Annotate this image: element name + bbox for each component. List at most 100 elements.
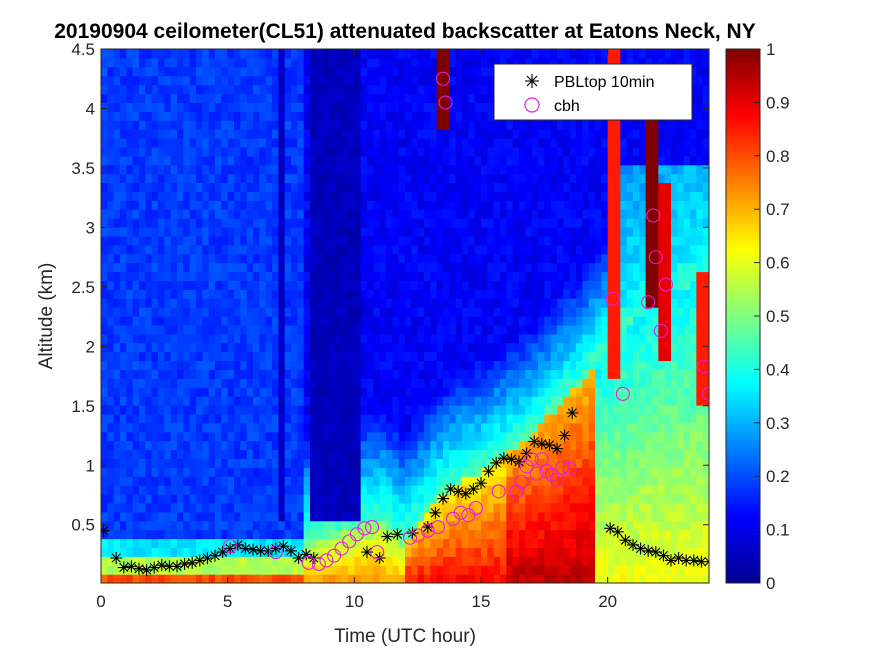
heatmap-cell xyxy=(468,57,476,68)
heatmap-cell xyxy=(126,422,134,433)
heatmap-cell xyxy=(462,431,469,442)
heatmap-cell xyxy=(367,369,374,379)
heatmap-cell xyxy=(208,467,216,477)
heatmap-cell xyxy=(525,209,533,219)
heatmap-cell xyxy=(557,387,564,397)
heatmap-cell xyxy=(221,405,229,415)
heatmap-cell xyxy=(215,164,222,175)
heatmap-cell xyxy=(392,458,400,468)
heatmap-cell xyxy=(221,138,229,148)
heatmap-cell xyxy=(538,556,545,566)
heatmap-cell xyxy=(284,360,292,370)
heatmap-cell xyxy=(588,316,596,326)
heatmap-cell xyxy=(544,298,552,308)
heatmap-cell xyxy=(348,351,355,362)
heatmap-cell xyxy=(373,440,381,451)
heatmap-cell xyxy=(221,235,229,246)
heatmap-cell xyxy=(550,57,558,68)
heatmap-cell xyxy=(164,574,172,583)
heatmap-cell xyxy=(183,102,191,112)
heatmap-cell xyxy=(354,280,362,290)
heatmap-cell xyxy=(620,369,628,379)
heatmap-cell xyxy=(139,378,146,388)
heatmap-cell xyxy=(183,351,191,362)
heatmap-cell xyxy=(525,138,533,148)
heatmap-cell xyxy=(120,209,127,219)
heatmap-cell xyxy=(101,75,108,86)
heatmap-cell xyxy=(424,369,431,379)
heatmap-cell xyxy=(417,494,425,504)
heatmap-cell xyxy=(398,111,406,121)
heatmap-cell xyxy=(360,57,368,68)
heatmap-cell xyxy=(493,227,501,237)
heatmap-cell xyxy=(557,244,564,255)
heatmap-cell xyxy=(626,458,634,468)
heatmap-cell xyxy=(601,574,609,583)
heatmap-cell xyxy=(493,547,501,557)
heatmap-cell xyxy=(614,574,621,583)
heatmap-cell xyxy=(525,262,533,273)
heatmap-cell xyxy=(538,502,545,513)
heatmap-cell xyxy=(310,431,317,442)
heatmap-cell xyxy=(462,574,469,583)
heatmap-cell xyxy=(569,316,577,326)
heatmap-cell xyxy=(398,351,406,362)
heatmap-cell xyxy=(158,271,165,281)
heatmap-cell xyxy=(329,565,336,575)
heatmap-cell xyxy=(158,502,165,513)
heatmap-cell xyxy=(386,102,393,112)
heatmap-cell xyxy=(430,485,438,495)
heatmap-cell xyxy=(405,111,412,121)
heatmap-cell xyxy=(576,280,583,290)
heatmap-cell xyxy=(101,351,108,362)
heatmap-cell xyxy=(202,485,210,495)
heatmap-cell xyxy=(588,476,596,486)
heatmap-cell xyxy=(386,280,393,290)
heatmap-cell xyxy=(392,244,400,255)
heatmap-cell xyxy=(500,271,507,281)
heatmap-cell xyxy=(550,538,558,548)
heatmap-cell xyxy=(196,547,203,557)
heatmap-cell xyxy=(329,75,336,86)
heatmap-cell xyxy=(481,556,488,566)
heatmap-cell xyxy=(563,333,571,344)
heatmap-cell xyxy=(531,227,539,237)
heatmap-cell xyxy=(512,235,520,246)
heatmap-cell xyxy=(120,387,127,397)
heatmap-cell xyxy=(582,378,590,388)
heatmap-cell xyxy=(145,431,153,442)
heatmap-cell xyxy=(107,93,115,103)
heatmap-cell xyxy=(221,333,229,344)
heatmap-cell xyxy=(139,244,146,255)
heatmap-cell xyxy=(208,333,216,344)
heatmap-cell xyxy=(462,271,469,281)
heatmap-cell xyxy=(550,431,558,442)
heatmap-cell xyxy=(208,360,216,370)
heatmap-cell xyxy=(379,440,387,451)
heatmap-cell xyxy=(468,227,476,237)
heatmap-cell xyxy=(506,396,514,406)
heatmap-cell xyxy=(310,155,317,166)
heatmap-cell xyxy=(538,57,545,68)
heatmap-cell xyxy=(544,280,552,290)
heatmap-cell xyxy=(177,342,184,353)
heatmap-cell xyxy=(234,57,241,68)
heatmap-cell xyxy=(145,324,153,335)
heatmap-cell xyxy=(563,182,571,192)
heatmap-cell xyxy=(601,316,609,326)
heatmap-cell xyxy=(411,66,419,77)
heatmap-cell xyxy=(405,458,412,468)
heatmap-cell xyxy=(373,511,381,522)
heatmap-cell xyxy=(506,200,514,210)
heatmap-cell xyxy=(607,253,615,264)
heatmap-cell xyxy=(481,138,488,148)
heatmap-cell xyxy=(525,556,533,566)
heatmap-cell xyxy=(284,75,292,86)
heatmap-cell xyxy=(259,209,267,219)
heatmap-cell xyxy=(120,396,127,406)
heatmap-cell xyxy=(462,164,469,175)
heatmap-cell xyxy=(158,235,165,246)
heatmap-cell xyxy=(335,351,343,362)
heatmap-cell xyxy=(202,547,210,557)
heatmap-cell xyxy=(360,138,368,148)
